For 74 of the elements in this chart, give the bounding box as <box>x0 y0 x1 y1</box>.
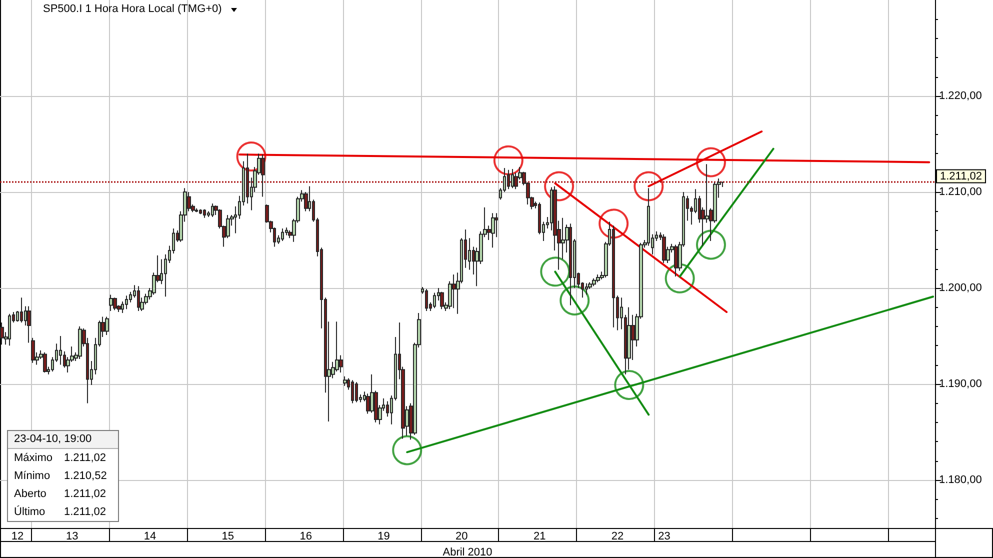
y-tick-label: 1.210,00 <box>939 186 982 198</box>
x-tick-label: 16 <box>300 530 312 542</box>
candlestick <box>491 212 495 248</box>
annotation: Máximo <box>13 451 54 466</box>
annotation: Mínimo <box>13 469 52 484</box>
candlestick <box>662 234 666 264</box>
point <box>614 370 644 400</box>
chart-title: SP500.I 1 Hora Hora Local (TMG+0) <box>43 3 222 16</box>
x-axis-title: Abril 2010 <box>442 546 492 558</box>
candlestick <box>31 337 35 364</box>
x-tick-label: 21 <box>533 530 546 542</box>
candlestick <box>585 282 588 296</box>
point <box>493 145 524 176</box>
candlestick <box>355 382 358 403</box>
candlestick <box>569 223 572 306</box>
candlestick <box>109 294 113 312</box>
point <box>696 230 726 260</box>
candlestick <box>211 203 214 218</box>
annotation: 1.211,02 <box>64 487 106 502</box>
candlestick <box>343 376 347 386</box>
candlestick <box>137 286 140 312</box>
candlestick <box>199 208 202 215</box>
point <box>598 208 629 239</box>
x-tick-label: 14 <box>144 530 156 542</box>
candlestick <box>78 326 82 360</box>
x-tick-label: 23 <box>658 530 670 542</box>
y-tick-label: 1.220,00 <box>939 90 982 102</box>
annotation: 1.210,52 <box>64 469 107 484</box>
x-tick-label: 15 <box>222 530 234 542</box>
x-tick-label: 20 <box>456 530 468 542</box>
candlestick <box>627 306 631 370</box>
candlestick <box>261 154 265 198</box>
point <box>236 141 266 172</box>
annotation: Aberto <box>13 487 48 502</box>
candlestick <box>440 291 444 310</box>
point <box>664 263 695 294</box>
x-tick-label: 22 <box>611 530 624 542</box>
y-tick-label: 1.200,00 <box>939 282 982 294</box>
ref-line-label: 1.211,02 <box>940 170 982 183</box>
x-tick-label: 13 <box>66 530 78 542</box>
point <box>540 256 570 287</box>
point <box>560 285 590 316</box>
candlestick <box>511 168 514 189</box>
x-tick-label: 19 <box>378 530 390 542</box>
candlestick <box>105 316 109 336</box>
point <box>392 435 422 466</box>
candlestick <box>351 380 354 404</box>
x-tick-label: 12 <box>11 530 24 542</box>
point <box>696 147 726 178</box>
candlestick <box>612 225 615 328</box>
candlestick <box>43 352 47 373</box>
y-tick-label: 1.190,00 <box>939 378 982 390</box>
annotation: Último <box>13 504 46 520</box>
y-tick-label: 1.180,00 <box>939 474 982 486</box>
candlestick <box>20 297 23 324</box>
candlestick <box>281 228 284 242</box>
candlestick <box>125 295 128 310</box>
candlestick <box>113 297 117 311</box>
annotation: 23-04-10, 19:00 <box>8 431 118 449</box>
candlestick <box>433 292 436 309</box>
candlestick <box>425 288 428 312</box>
candlestick <box>592 278 596 287</box>
candlestick <box>59 336 62 366</box>
point <box>544 171 574 202</box>
candlestick <box>0 322 4 346</box>
candlestick <box>27 306 31 344</box>
candlestick <box>507 169 510 190</box>
annotation: 1.211,02 <box>64 451 106 466</box>
point <box>634 171 664 202</box>
candlestick <box>203 208 206 218</box>
candlestick <box>8 313 11 346</box>
annotation: 1.211,02 <box>64 505 106 520</box>
candlestick <box>596 274 600 283</box>
candlestick <box>674 244 678 277</box>
